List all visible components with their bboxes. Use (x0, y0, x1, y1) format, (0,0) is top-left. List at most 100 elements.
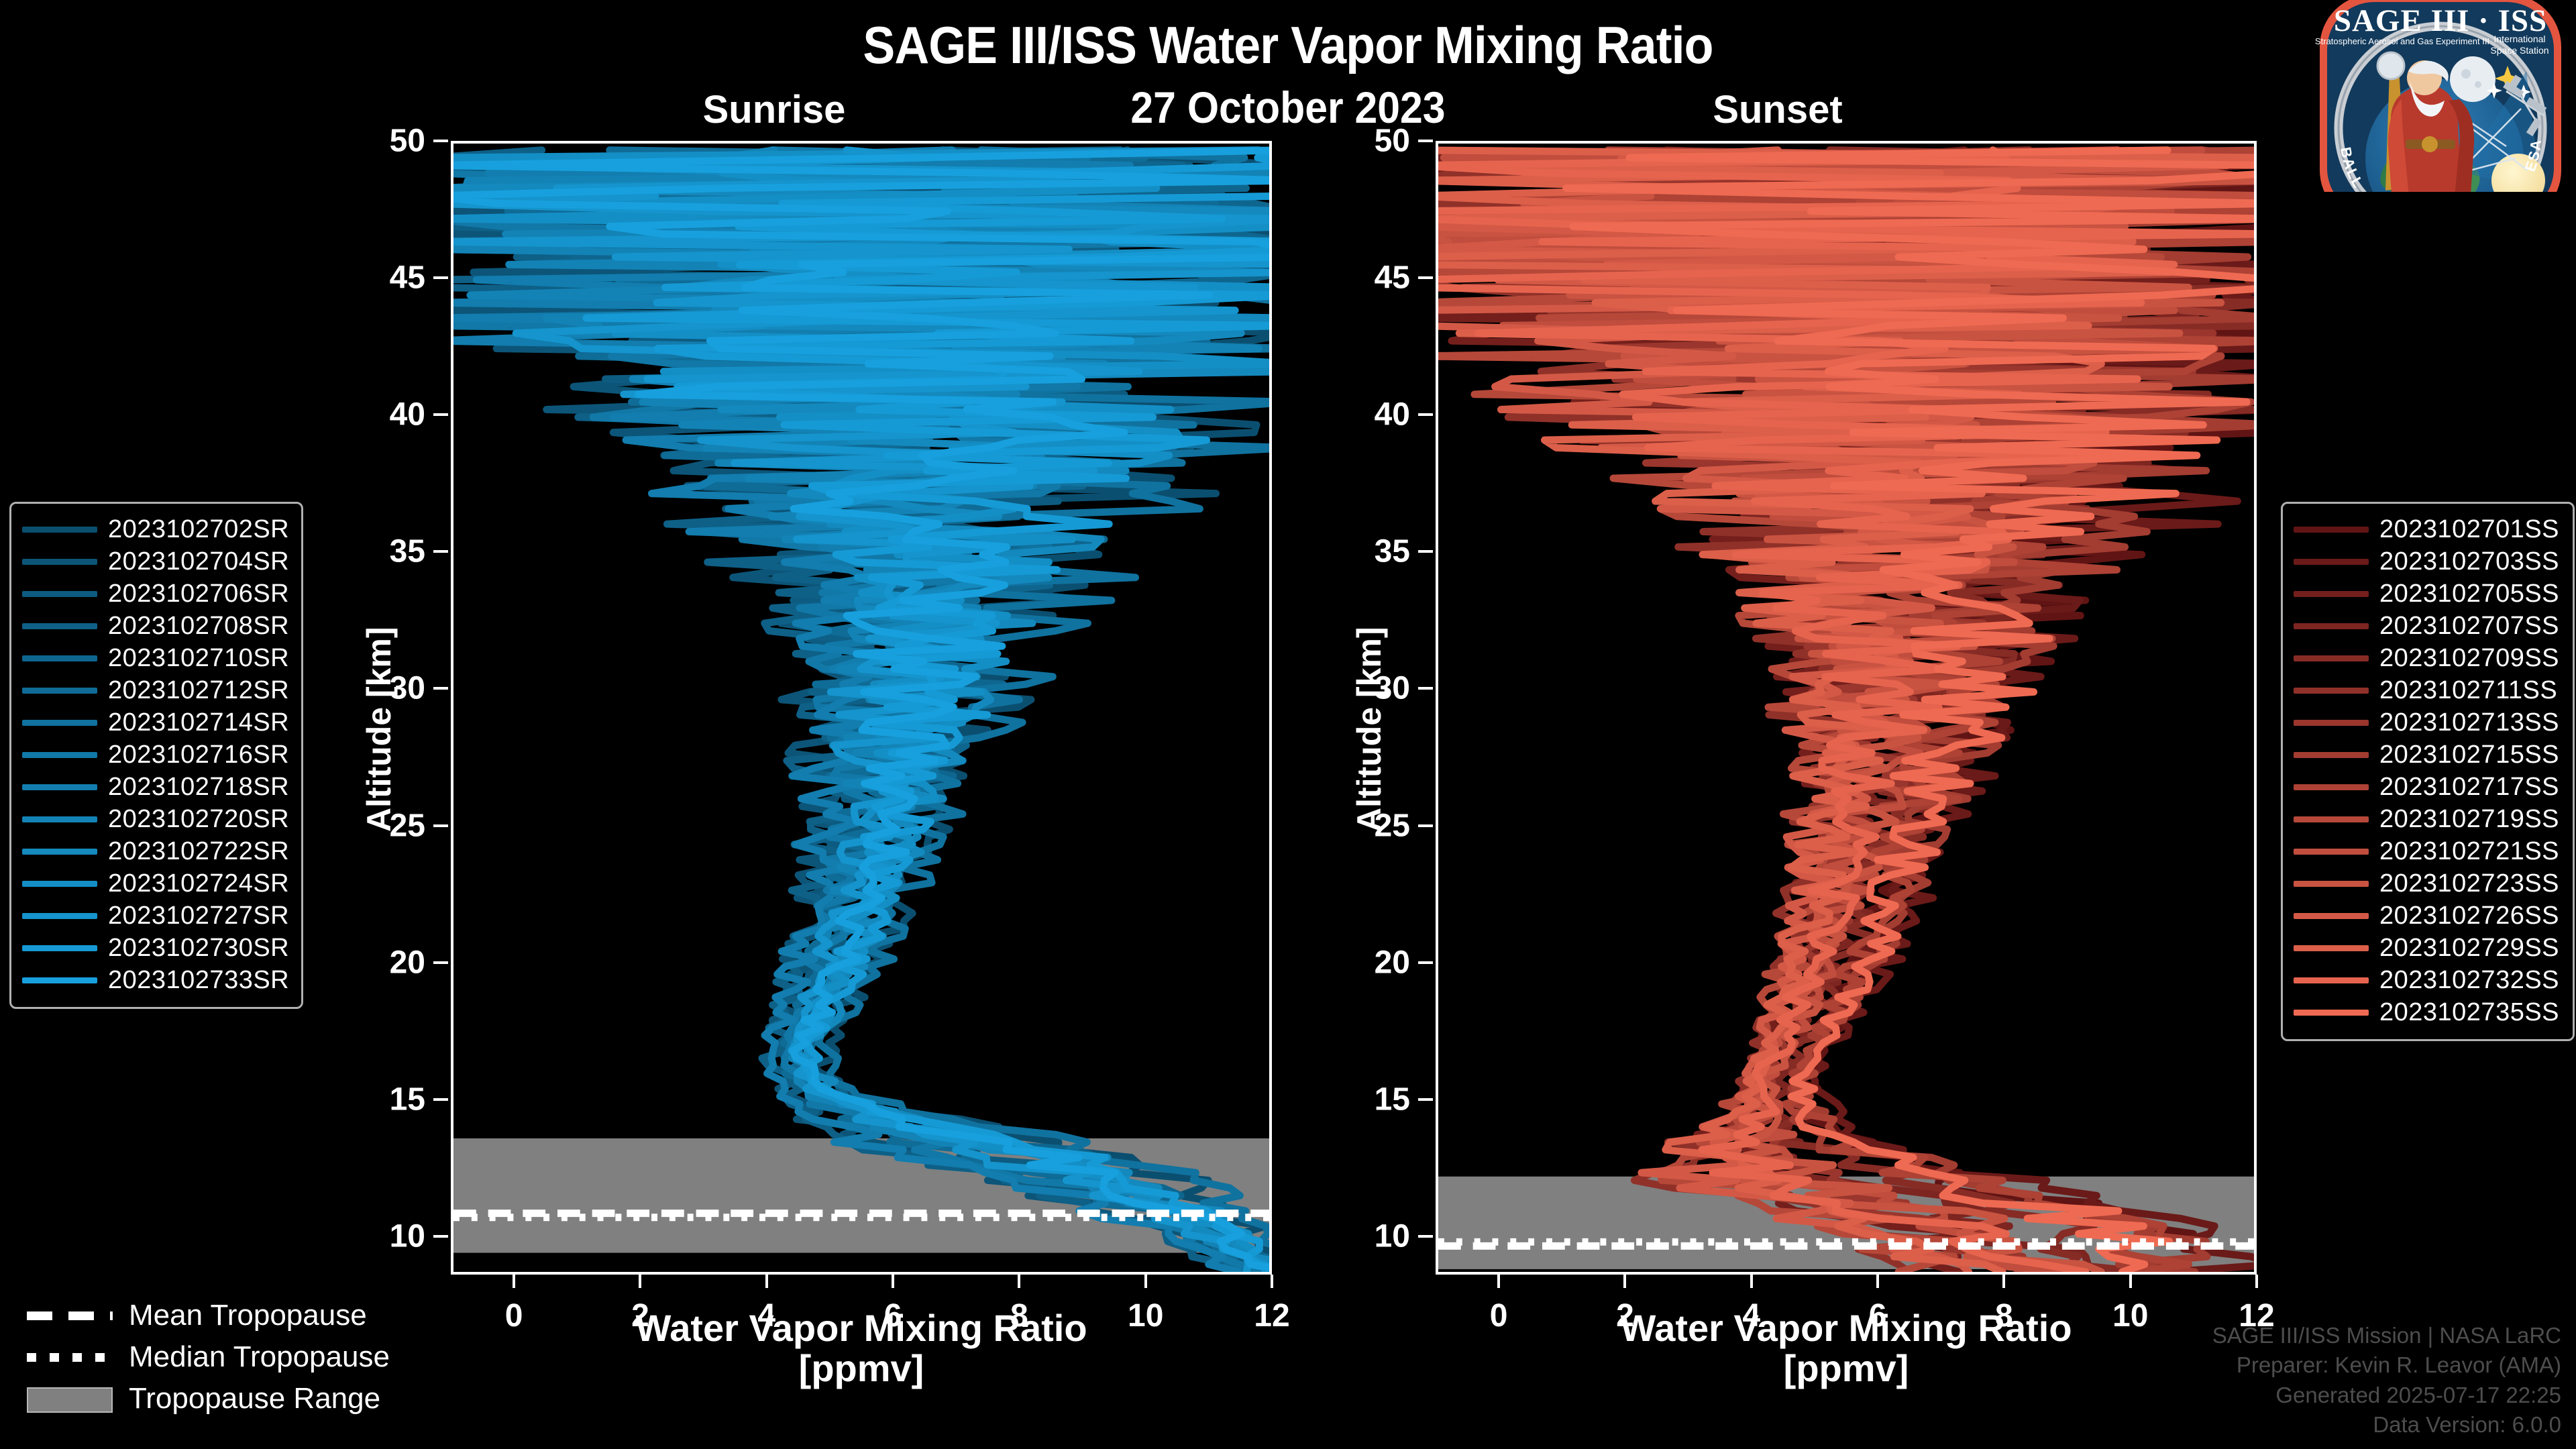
profile-line (453, 146, 1269, 1272)
y-tick-mark (433, 1097, 448, 1101)
legend-item-label: 2023102713SS (2379, 708, 2560, 737)
legend-item[interactable]: 2023102735SS (2294, 996, 2562, 1028)
legend-item[interactable]: 2023102710SR (22, 642, 290, 674)
sunrise-x-axis-label-line1: Water Vapor Mixing Ratio (635, 1307, 1087, 1349)
legend-item[interactable]: 2023102715SS (2294, 739, 2562, 771)
legend-item[interactable]: 2023102716SR (22, 739, 290, 771)
y-tick-label: 45 (389, 260, 425, 296)
legend-item[interactable]: 2023102718SR (22, 771, 290, 803)
legend-item[interactable]: 2023102721SS (2294, 835, 2562, 867)
legend-item[interactable]: 2023102722SR (22, 835, 290, 867)
sunrise-legend[interactable]: 2023102702SR 2023102704SR 2023102706SR 2023… (9, 502, 303, 1009)
legend-color-swatch (22, 784, 97, 790)
legend-item[interactable]: 2023102712SR (22, 674, 290, 706)
legend-item-label: 2023102707SS (2379, 611, 2560, 640)
legend-item[interactable]: 2023102732SS (2294, 964, 2562, 996)
y-tick-label: 50 (389, 123, 425, 159)
sunset-legend[interactable]: 2023102701SS 2023102703SS 2023102705SS 2023… (2281, 502, 2575, 1041)
legend-item-label: 2023102703SS (2379, 547, 2560, 576)
legend-item-label: 2023102705SS (2379, 579, 2560, 608)
legend-item[interactable]: 2023102706SR (22, 578, 290, 610)
legend-item[interactable]: 2023102707SS (2294, 610, 2562, 642)
x-tick-mark (1876, 1275, 1880, 1288)
x-tick-label: 4 (1742, 1298, 1761, 1334)
legend-color-swatch (2294, 848, 2369, 855)
logo-title: SAGE III · ISS (2334, 3, 2547, 38)
legend-item[interactable]: 2023102708SR (22, 610, 290, 642)
legend-item[interactable]: 2023102730SR (22, 932, 290, 964)
sunrise-y-axis-label-wrap: Altitude [km] (360, 627, 565, 871)
legend-color-swatch (2294, 655, 2369, 661)
x-tick-label: 8 (1995, 1298, 2013, 1334)
y-tick-label: 15 (1374, 1081, 1410, 1118)
legend-item[interactable]: 2023102702SR (22, 513, 290, 545)
legend-item-label: 2023102704SR (108, 547, 290, 576)
legend-color-swatch (22, 687, 97, 694)
x-tick-label: 10 (1127, 1298, 1164, 1334)
y-tick-mark (433, 1234, 448, 1238)
legend-color-swatch (2294, 526, 2369, 533)
dashed-line-icon (27, 1308, 113, 1323)
profile-line (1562, 146, 2254, 1272)
y-tick-mark (1418, 1234, 1433, 1238)
legend-color-swatch (22, 751, 97, 758)
x-tick-label: 2 (631, 1298, 649, 1334)
legend-item[interactable]: 2023102711SS (2294, 674, 2562, 706)
legend-item-label: 2023102714SR (108, 708, 290, 737)
legend-item[interactable]: 2023102719SS (2294, 803, 2562, 835)
legend-color-swatch (22, 912, 97, 919)
sunrise-y-axis-label: Altitude [km] (360, 627, 398, 832)
legend-item-label: 2023102719SS (2379, 804, 2560, 833)
legend-item[interactable]: 2023102713SS (2294, 706, 2562, 739)
legend-item-label: 2023102727SR (108, 901, 290, 930)
sunrise-panel-title: Sunrise (702, 88, 846, 131)
legend-item[interactable]: 2023102720SR (22, 803, 290, 835)
legend-color-swatch (22, 848, 97, 855)
legend-item[interactable]: 2023102709SS (2294, 642, 2562, 674)
y-tick-label: 40 (1374, 396, 1410, 433)
sage-iii-iss-mission-patch-logo: BALL ESA SAGE III · ISS Stratospheric Ae… (2305, 0, 2576, 192)
legend-item[interactable]: 2023102729SS (2294, 932, 2562, 964)
legend-item[interactable]: 2023102723SS (2294, 867, 2562, 900)
y-tick-mark (1418, 276, 1433, 280)
y-tick-mark (1418, 687, 1433, 690)
legend-color-swatch (22, 558, 97, 565)
x-tick-mark (765, 1275, 768, 1288)
credit-line-mission: SAGE III/ISS Mission | NASA LaRC (2212, 1323, 2561, 1348)
logo-subtitle-right-line2: Space Station (2490, 45, 2548, 56)
legend-item-label: 2023102735SS (2379, 998, 2560, 1026)
x-tick-label: 12 (1254, 1298, 1290, 1334)
legend-item-label: 2023102723SS (2379, 869, 2560, 898)
credit-line-generated: Generated 2025-07-17 22:25 (2275, 1382, 2561, 1407)
legend-color-swatch (2294, 945, 2369, 951)
legend-item[interactable]: 2023102705SS (2294, 578, 2562, 610)
legend-color-swatch (22, 977, 97, 983)
mean-tropopause-label: Mean Tropopause (129, 1299, 367, 1332)
legend-item[interactable]: 2023102703SS (2294, 545, 2562, 578)
legend-color-swatch (2294, 687, 2369, 694)
legend-color-swatch (22, 526, 97, 533)
sunrise-y-axis-ticks: 10 15 20 25 30 35 40 45 50 (350, 123, 448, 1275)
x-tick-label: 2 (1616, 1298, 1634, 1334)
date-subtitle: 27 October 2023 (1130, 83, 1446, 132)
legend-item[interactable]: 2023102701SS (2294, 513, 2562, 545)
legend-item-label: 2023102722SR (108, 837, 290, 865)
legend-item[interactable]: 2023102724SR (22, 867, 290, 900)
legend-item[interactable]: 2023102727SR (22, 900, 290, 932)
legend-item-label: 2023102733SR (108, 965, 290, 994)
y-tick-mark (1418, 1097, 1433, 1101)
sunrise-x-axis-label: Water Vapor Mixing Ratio [ppmv] (451, 1307, 1272, 1389)
legend-color-swatch (22, 655, 97, 661)
legend-item[interactable]: 2023102733SR (22, 964, 290, 996)
legend-item[interactable]: 2023102717SS (2294, 771, 2562, 803)
mission-patch-svg: BALL ESA SAGE III · ISS Stratospheric Ae… (2315, 0, 2561, 192)
legend-item[interactable]: 2023102726SS (2294, 900, 2562, 932)
legend-item-label: 2023102708SR (108, 611, 290, 640)
legend-item[interactable]: 2023102714SR (22, 706, 290, 739)
sunrise-plot-area (451, 141, 1272, 1275)
y-tick-label: 20 (1374, 945, 1410, 981)
legend-item[interactable]: 2023102704SR (22, 545, 290, 578)
legend-color-swatch (2294, 1009, 2369, 1016)
y-tick-mark (433, 550, 448, 553)
x-tick-mark (2129, 1275, 2132, 1288)
